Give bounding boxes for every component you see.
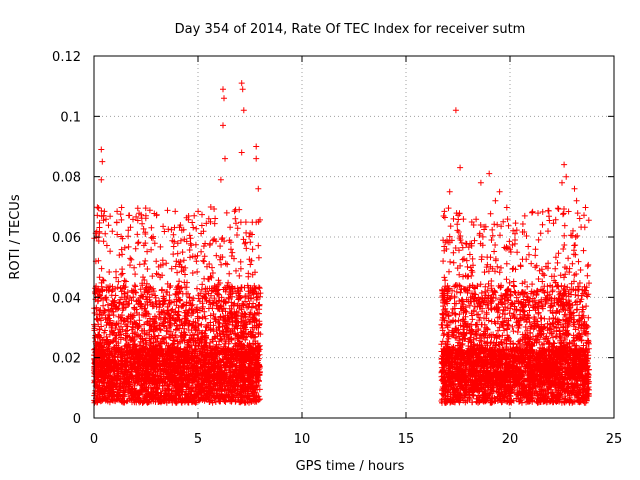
x-tick-label: 0 xyxy=(90,432,98,447)
y-tick-label: 0.02 xyxy=(52,352,81,367)
y-tick-label: 0.08 xyxy=(52,171,81,186)
axis-ticks xyxy=(93,55,615,419)
x-tick-label: 10 xyxy=(294,432,311,447)
x-tick-label: 15 xyxy=(398,432,415,447)
x-tick-label: 25 xyxy=(606,432,623,447)
x-tick-label: 20 xyxy=(502,432,519,447)
y-tick-label: 0.12 xyxy=(52,50,81,65)
grid-lines xyxy=(94,56,614,418)
y-tick-label: 0.1 xyxy=(60,110,81,125)
y-tick-label: 0 xyxy=(73,412,81,427)
chart-title: Day 354 of 2014, Rate Of TEC Index for r… xyxy=(175,22,526,37)
y-tick-labels: 0 0.02 0.04 0.06 0.08 0.1 0.12 xyxy=(52,50,81,427)
roti-points xyxy=(91,80,592,406)
y-axis-label: ROTI / TECUs xyxy=(8,194,23,279)
y-tick-label: 0.04 xyxy=(52,291,81,306)
x-axis-label: GPS time / hours xyxy=(296,459,405,474)
x-tick-label: 5 xyxy=(194,432,202,447)
x-tick-labels: 0 5 10 15 20 25 xyxy=(90,432,622,447)
y-tick-label: 0.06 xyxy=(52,231,81,246)
data-points xyxy=(91,80,592,406)
